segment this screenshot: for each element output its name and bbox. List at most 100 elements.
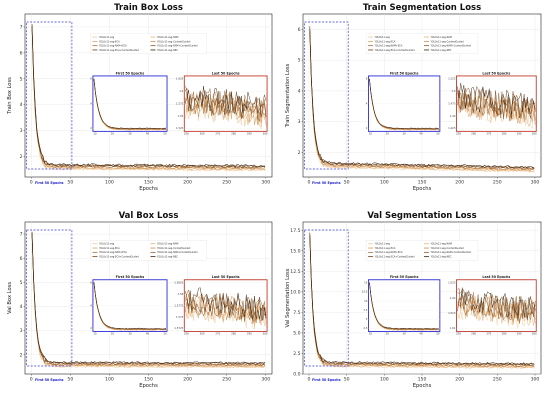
- inset-y-tick-label: 1.525: [448, 77, 456, 81]
- y-tick-label: 5.0: [293, 331, 300, 337]
- x-tick-label: 250: [222, 377, 231, 383]
- inset-x-tick-label: 20: [111, 132, 115, 136]
- inset-series-line: [369, 282, 439, 330]
- inset-x-tick-label: 260: [471, 132, 476, 136]
- inset-x-tick-label: 260: [200, 332, 205, 336]
- inset-series-line: [457, 288, 536, 321]
- legend-entry: YOLOv11-seg-NEC: [157, 256, 178, 259]
- y-tick-label: 10.0: [290, 289, 300, 295]
- inset-y-tick-label: 1.475: [448, 101, 456, 105]
- inset-x-tick-label: 260: [200, 132, 205, 136]
- inset-title: Last 50 Epochs: [482, 71, 510, 75]
- inset-y-tick-label: 1.5775: [174, 303, 183, 307]
- legend-entry: YOLOv11-seg-NAM+ECA: [99, 45, 127, 48]
- x-tick-label: 300: [261, 180, 270, 186]
- y-tick-label: 3: [298, 119, 301, 125]
- series-line: [31, 29, 266, 170]
- legend-entry: YOLOv11-seg-NEC: [431, 49, 452, 52]
- inset-title: First 50 Epochs: [116, 71, 145, 75]
- inset-series-line: [457, 297, 536, 329]
- x-axis-label: Epochs: [139, 383, 158, 389]
- legend-entry: YOLOv11-seg-NEC: [157, 49, 178, 52]
- zoom-annotation: First 50 Epochs: [312, 181, 341, 185]
- x-axis-label: Epochs: [413, 383, 432, 389]
- inset-series-line: [185, 292, 267, 325]
- inset-y-tick-label: 1.5825: [174, 281, 183, 285]
- inset-x-tick-label: 300: [263, 132, 268, 136]
- inset-y-tick-label: 6: [90, 77, 92, 81]
- inset-series-line: [185, 287, 267, 321]
- legend-entry: YOLOv11-seg-NEC: [431, 256, 452, 259]
- zoom-box: [26, 21, 73, 170]
- inset-y-tick-label: 10: [364, 299, 368, 303]
- series-line: [309, 235, 535, 367]
- x-tick-label: 150: [418, 377, 427, 383]
- inset-y-tick-label: 1.575: [176, 315, 184, 319]
- legend: YOLOv11-seg YOLOv11-seg-NAM YOLOv11-seg-EC…: [365, 33, 479, 54]
- inset-x-tick-label: 300: [532, 132, 537, 136]
- zoom-annotation: First 50 Epochs: [312, 378, 341, 382]
- y-tick-label: 0.0: [293, 372, 300, 378]
- series-line: [31, 24, 265, 167]
- inset-y-tick-label: 1.5: [451, 89, 455, 93]
- y-axis-label: Val Segmentation Loss: [285, 268, 291, 327]
- inset-y-tick-label: 1.02: [450, 296, 456, 300]
- x-axis-label: Epochs: [139, 186, 158, 192]
- inset-chart: Last 50 Epochs 250 260 270 280 290 300 1.5725 1.…: [174, 275, 268, 335]
- inset-x-tick-label: 30: [402, 132, 406, 136]
- inset-x-tick-label: 40: [419, 132, 423, 136]
- inset-chart: Last 50 Epochs 250 260 270 280 290 300 1.425 1.4…: [448, 71, 537, 135]
- x-axis-label: Epochs: [413, 186, 432, 192]
- inset-series-line: [93, 282, 167, 330]
- inset-x-tick-label: 290: [517, 132, 522, 136]
- y-tick-label: 2: [20, 352, 23, 358]
- zoom-box: [304, 21, 349, 170]
- inset-series-line: [93, 78, 167, 129]
- legend-entry: YOLOv11-seg-ECA+ContextGuided: [375, 49, 415, 52]
- y-axis-label: Train Segmentation Loss: [285, 63, 291, 128]
- inset-title: Last 50 Epochs: [482, 275, 510, 279]
- inset-y-tick-label: 6: [90, 281, 92, 285]
- inset-title: Last 50 Epochs: [212, 275, 240, 279]
- inset-chart: Last 50 Epochs 250 260 270 280 290 300 1.01 1.01…: [448, 275, 537, 335]
- zoom-annotation: First 50 Epochs: [35, 378, 64, 382]
- x-tick-label: 0: [30, 180, 33, 186]
- legend-entry: YOLOv11-seg-NAM+ContextGuided: [157, 45, 198, 48]
- inset-x-tick-label: 280: [231, 332, 236, 336]
- x-tick-label: 300: [261, 377, 270, 383]
- inset-series-line: [457, 88, 536, 119]
- inset-y-tick-label: 1.015: [448, 311, 456, 315]
- legend-frame: [365, 240, 479, 261]
- inset-y-tick-label: 1.525: [176, 126, 184, 130]
- inset-x-tick-label: 290: [247, 332, 252, 336]
- legend-entry: YOLOv11-seg: [99, 36, 115, 39]
- legend-entry: YOLOv11-seg-ContextGuided: [157, 40, 191, 43]
- legend-entry: YOLOv11-seg-NAM: [431, 243, 452, 246]
- zoom-box: [304, 229, 349, 367]
- x-tick-label: 100: [380, 377, 389, 383]
- inset-x-tick-label: 250: [184, 332, 189, 336]
- y-tick-label: 2: [20, 154, 23, 160]
- x-tick-label: 250: [222, 180, 231, 186]
- inset-series-line: [185, 297, 267, 330]
- y-tick-label: 4: [298, 88, 301, 94]
- legend-frame: [90, 33, 207, 54]
- legend-entry: YOLOv11-seg-NAM: [431, 36, 452, 39]
- y-tick-label: 3: [20, 328, 23, 334]
- inset-series-line: [369, 78, 439, 130]
- x-tick-label: 300: [531, 377, 540, 383]
- inset-x-tick-label: 290: [247, 132, 252, 136]
- legend-entry: YOLOv11-seg-ECA: [99, 40, 120, 43]
- series-line: [31, 235, 266, 368]
- inset-series-line: [185, 87, 267, 119]
- x-tick-label: 0: [308, 377, 311, 383]
- inset-y-tick-label: 4: [366, 101, 368, 105]
- legend-entry: YOLOv11-seg-ECA+ContextGuided: [375, 256, 415, 259]
- x-tick-label: 200: [183, 377, 192, 383]
- legend-entry: YOLOv11-seg-NAM: [157, 243, 178, 246]
- x-tick-label: 250: [493, 377, 502, 383]
- inset-series-line: [369, 282, 439, 330]
- inset-x-tick-label: 270: [486, 132, 491, 136]
